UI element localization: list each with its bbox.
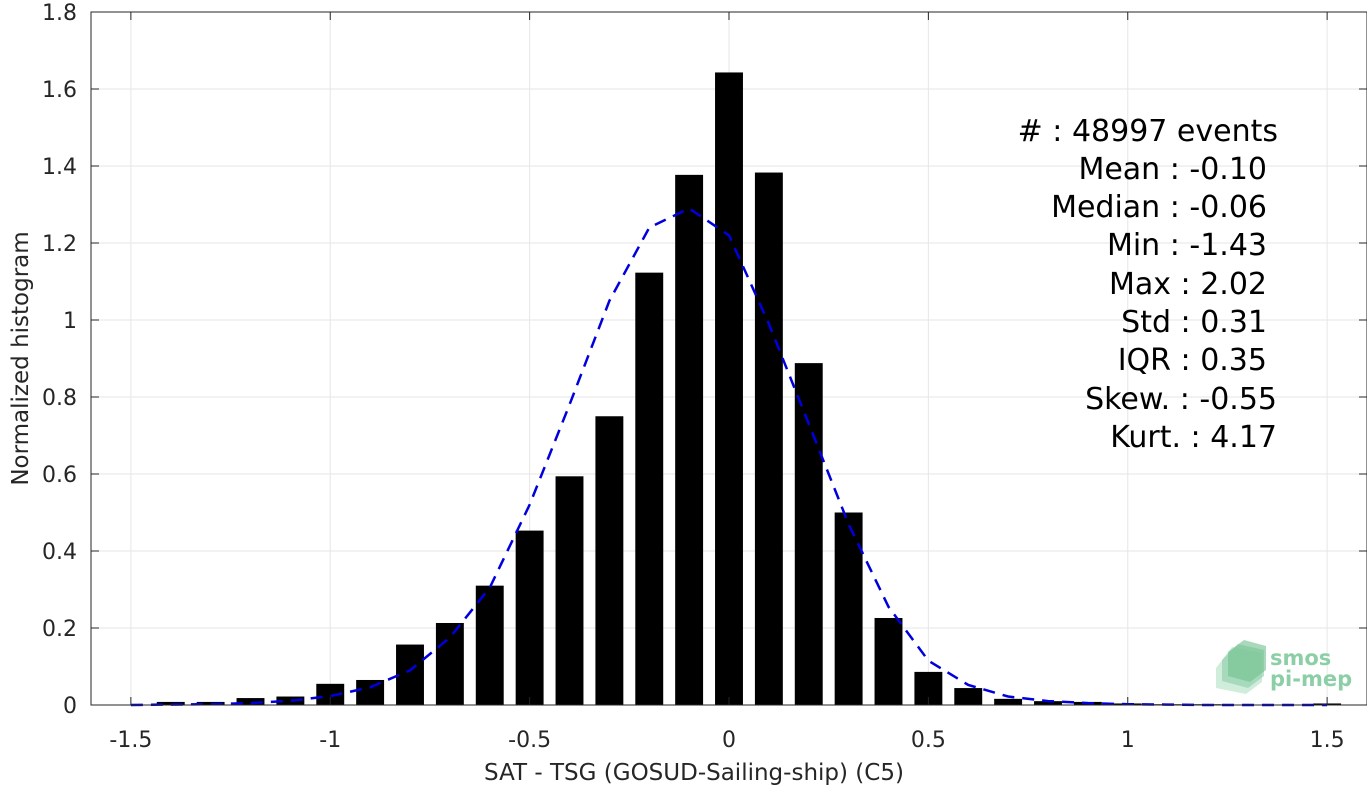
stat-skew: Skew. : -0.55 <box>1085 382 1277 417</box>
y-tick-label: 0.8 <box>42 386 77 411</box>
histogram-bar <box>435 622 464 705</box>
x-tick-label: 0 <box>722 728 736 753</box>
histogram-bar <box>196 701 225 705</box>
y-axis-ticks: 0 0.2 0.4 0.6 0.8 1 1.2 1.4 1.6 1.8 <box>42 1 1367 719</box>
smos-pi-mep-logo: smos pi-mep <box>1216 640 1352 694</box>
histogram-bar <box>595 416 624 705</box>
y-tick-label: 1.8 <box>42 1 77 26</box>
stat-std: Std : 0.31 <box>1121 305 1267 340</box>
y-tick-label: 0.2 <box>42 617 77 642</box>
statistics-annotation: # : 48997 events Mean : -0.10 Median : -… <box>1018 114 1278 455</box>
histogram-bar <box>635 272 664 705</box>
x-tick-label: -1 <box>319 728 341 753</box>
stat-kurt: Kurt. : 4.17 <box>1110 420 1277 455</box>
stat-count: # : 48997 events <box>1018 114 1278 149</box>
logo-text-smos: smos <box>1270 646 1331 670</box>
x-tick-label: -1.5 <box>109 728 152 753</box>
x-tick-label: -0.5 <box>508 728 551 753</box>
y-tick-label: 0 <box>63 694 77 719</box>
histogram-bar <box>515 530 544 705</box>
histogram-bar <box>754 172 783 706</box>
histogram-bar <box>675 174 704 706</box>
x-tick-label: 1 <box>1121 728 1135 753</box>
histogram-bar <box>1034 701 1062 705</box>
stat-median: Median : -0.06 <box>1051 190 1267 225</box>
logo-text-pi-mep: pi-mep <box>1270 667 1352 691</box>
histogram-bar <box>396 644 424 705</box>
y-tick-label: 1.2 <box>42 232 77 257</box>
histogram-bar <box>475 585 504 705</box>
y-tick-label: 0.6 <box>42 463 77 488</box>
histogram-bar <box>954 688 983 705</box>
stat-mean: Mean : -0.10 <box>1078 152 1267 187</box>
x-axis-label: SAT - TSG (GOSUD-Sailing-ship) (C5) <box>484 760 904 786</box>
stat-max: Max : 2.02 <box>1109 267 1267 302</box>
histogram-bar <box>236 698 265 705</box>
histogram-bar <box>156 701 185 705</box>
histogram-bar <box>994 698 1023 705</box>
histogram-bar <box>874 617 903 705</box>
histogram-bars <box>156 72 1342 706</box>
histogram-bar <box>834 512 863 705</box>
y-axis-label: Normalized histogram <box>8 231 34 485</box>
stat-iqr: IQR : 0.35 <box>1118 343 1267 378</box>
histogram-bar <box>555 476 584 705</box>
layers-icon <box>1216 640 1266 694</box>
y-tick-label: 1 <box>63 309 77 334</box>
y-tick-label: 1.4 <box>42 155 77 180</box>
histogram-bar <box>715 72 743 705</box>
x-axis-ticks: -1.5 -1 -0.5 0 0.5 1 1.5 <box>109 12 1345 753</box>
y-tick-label: 0.4 <box>42 540 77 565</box>
histogram-bar <box>316 683 345 705</box>
histogram-bar <box>794 363 823 705</box>
histogram-bar <box>276 696 305 705</box>
x-tick-label: 1.5 <box>1310 728 1345 753</box>
y-tick-label: 1.6 <box>42 78 77 103</box>
stat-min: Min : -1.43 <box>1107 228 1267 263</box>
x-tick-label: 0.5 <box>911 728 946 753</box>
